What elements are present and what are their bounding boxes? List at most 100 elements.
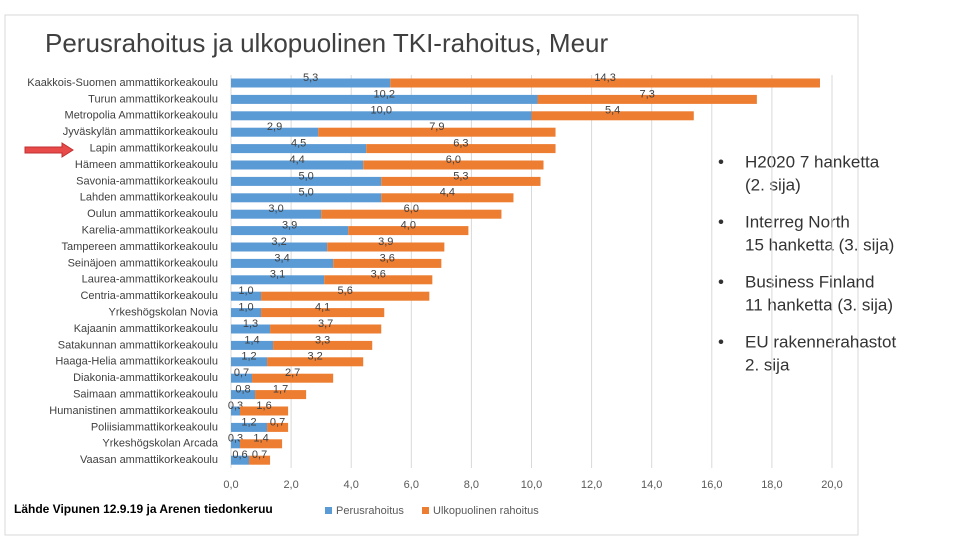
bullet-dot: • xyxy=(718,152,724,171)
value-label: 1,0 xyxy=(238,285,253,297)
bar-segment xyxy=(231,176,382,186)
bullet-text: Interreg North xyxy=(745,212,850,231)
bullet-text: Business Finland xyxy=(745,272,874,291)
value-label: 14,3 xyxy=(594,72,615,84)
category-label: Lahden ammattikorkeakoulu xyxy=(80,192,218,204)
value-label: 5,0 xyxy=(298,187,313,199)
bar-segment xyxy=(390,78,820,88)
value-label: 1,4 xyxy=(253,433,268,445)
value-label: 4,4 xyxy=(440,187,455,199)
bar-segment xyxy=(318,127,556,137)
value-label: 0,3 xyxy=(228,433,243,445)
x-tick-label: 6,0 xyxy=(404,479,419,491)
value-label: 4,4 xyxy=(289,154,304,166)
value-label: 1,0 xyxy=(238,302,253,314)
category-label: Lapin ammattikorkeakoulu xyxy=(90,143,218,155)
x-tick-label: 10,0 xyxy=(521,479,542,491)
bar-segment xyxy=(267,422,289,432)
value-label: 3,2 xyxy=(271,236,286,248)
value-label: 6,0 xyxy=(404,203,419,215)
category-label: Savonia-ammattikorkeakoulu xyxy=(76,175,218,187)
x-tick-label: 12,0 xyxy=(581,479,602,491)
bar-segment xyxy=(231,144,367,154)
value-label: 5,6 xyxy=(338,285,353,297)
value-label: 3,1 xyxy=(270,269,285,281)
bar-segment xyxy=(240,406,289,416)
bullet-text: (2. sija) xyxy=(745,175,801,194)
value-label: 3,7 xyxy=(318,318,333,330)
category-label: Hämeen ammattikorkeakoulu xyxy=(75,159,218,171)
value-label: 3,0 xyxy=(268,203,283,215)
bar-segment xyxy=(231,127,319,137)
value-label: 0,7 xyxy=(252,449,267,461)
bar-segment xyxy=(255,390,307,400)
bar-segment xyxy=(231,193,382,203)
category-label: Vaasan ammattikorkeakoulu xyxy=(80,454,218,466)
value-label: 3,4 xyxy=(274,252,289,264)
bar-segment xyxy=(261,308,385,318)
bar-segment xyxy=(231,390,256,400)
bullet-dot: • xyxy=(718,332,724,351)
category-label: Satakunnan ammattikorkeakoulu xyxy=(58,339,218,351)
bar-segment xyxy=(363,160,544,170)
bar-segment xyxy=(231,406,241,416)
bar-segment xyxy=(249,455,271,465)
legend-swatch xyxy=(422,507,429,514)
bar-segment xyxy=(231,373,253,383)
bar-segment xyxy=(231,340,274,350)
value-label: 6,0 xyxy=(446,154,461,166)
bullet-text: H2020 7 hanketta xyxy=(745,152,880,171)
bar-segment xyxy=(327,242,445,252)
bar-segment xyxy=(231,422,268,432)
category-label: Kajaanin ammattikorkeakoulu xyxy=(74,323,218,335)
x-tick-label: 8,0 xyxy=(464,479,479,491)
value-label: 4,0 xyxy=(401,220,416,232)
category-label: Metropolia Ammattikorkeakoulu xyxy=(65,110,218,122)
bullet-list: • H2020 7 hanketta (2. sija) • Interreg Nort… xyxy=(718,152,896,374)
category-label: Laurea-ammattikorkeakoulu xyxy=(82,274,218,286)
x-tick-label: 2,0 xyxy=(283,479,298,491)
bar-segment xyxy=(381,193,514,203)
bar-segment xyxy=(231,258,334,268)
value-label: 5,3 xyxy=(303,72,318,84)
bar-segment xyxy=(348,226,469,236)
category-label: Diakonia-ammattikorkeakoulu xyxy=(73,372,218,384)
value-label: 1,4 xyxy=(244,334,259,346)
bar-segment xyxy=(261,291,430,301)
bar-segment xyxy=(231,324,271,334)
legend-label: Ulkopuolinen rahoitus xyxy=(433,505,539,517)
value-label: 0,7 xyxy=(234,367,249,379)
category-label: Seinäjoen ammattikorkeakoulu xyxy=(68,257,218,269)
x-tick-label: 14,0 xyxy=(641,479,662,491)
bullet-dot: • xyxy=(718,272,724,291)
value-label: 3,9 xyxy=(378,236,393,248)
bar-segment xyxy=(267,357,364,367)
value-label: 2,9 xyxy=(267,121,282,133)
bar-segment xyxy=(231,209,322,219)
category-label: Turun ammattikorkeakoulu xyxy=(88,93,218,105)
bullet-text: 11 hanketta (3. sija) xyxy=(745,295,893,314)
category-label: Humanistinen ammattikorkeakoulu xyxy=(49,405,218,417)
bar-segment xyxy=(231,291,262,301)
bullet-text: 2. sija xyxy=(745,355,790,374)
pointer-arrow xyxy=(24,142,74,158)
value-label: 7,9 xyxy=(429,121,444,133)
bullet-dot: • xyxy=(718,212,724,231)
bar-segment xyxy=(231,226,349,236)
bullet-text: 15 hanketta (3. sija) xyxy=(745,235,894,254)
bar-segment xyxy=(321,209,502,219)
category-label: Haaga-Helia ammattikorkeakoulu xyxy=(55,356,218,368)
value-label: 10,2 xyxy=(374,88,395,100)
value-label: 3,6 xyxy=(380,252,395,264)
bar-segment xyxy=(231,308,262,318)
bar-segment xyxy=(324,275,433,285)
bar-segment xyxy=(252,373,334,383)
value-label: 10,0 xyxy=(371,105,392,117)
category-label: Oulun ammattikorkeakoulu xyxy=(87,208,218,220)
bar-segment xyxy=(531,111,694,121)
bar-segment xyxy=(273,340,373,350)
value-label: 3,6 xyxy=(371,269,386,281)
bar-segment xyxy=(231,160,364,170)
category-label: Saimaan ammattikorkeakoulu xyxy=(73,389,218,401)
value-label: 0,7 xyxy=(270,416,285,428)
